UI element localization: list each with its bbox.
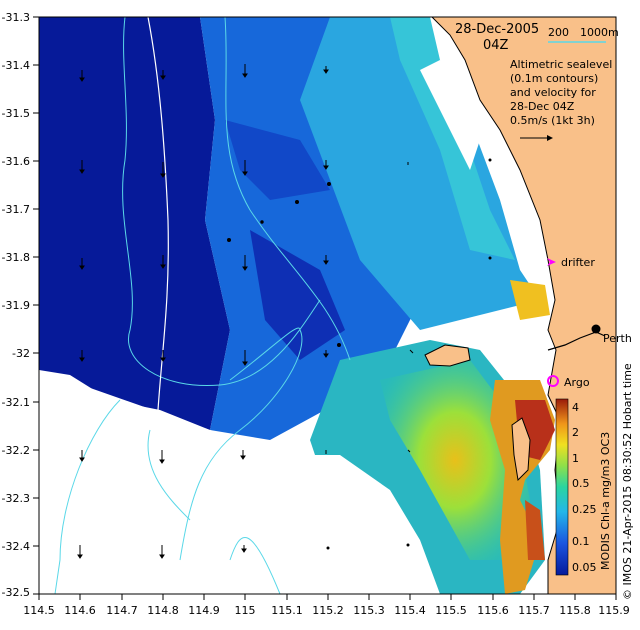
argo-label: Argo	[564, 376, 590, 389]
time-label: 04Z	[483, 38, 509, 53]
legend-arrow-head	[547, 135, 553, 141]
argo-marker[interactable]	[547, 375, 559, 387]
colorbar: 4 2 1 0.5 0.25 0.1 0.05	[555, 398, 597, 576]
contour-scale-label-200: 200	[548, 26, 569, 39]
contour-scale-label-1000: 1000m	[580, 26, 619, 39]
colorbar-tick-4: 4	[572, 401, 579, 414]
y-tick-label: -32.4	[2, 540, 30, 553]
x-tick-label: 115.4	[394, 604, 426, 617]
legend-line-3: and velocity for	[510, 86, 596, 99]
y-tick-label: -32.5	[2, 586, 30, 599]
x-tick-label: 115.9	[598, 604, 630, 617]
y-tick-label: -31.6	[2, 155, 30, 168]
y-tick-label: -32.2	[2, 444, 30, 457]
x-axis	[38, 594, 617, 600]
deep-ocean-region	[39, 17, 230, 430]
perth-label: Perth	[603, 332, 632, 345]
x-tick-label: 114.8	[147, 604, 179, 617]
x-tick-label: 115.8	[559, 604, 591, 617]
y-tick-label: -31.5	[2, 107, 30, 120]
y-tick-labels: -31.3 -31.4 -31.5 -31.6 -31.7 -31.8 -31.…	[2, 11, 30, 599]
drifter-label: drifter	[561, 256, 595, 269]
y-tick-label: -32.1	[2, 396, 30, 409]
x-tick-label: 115.3	[353, 604, 385, 617]
x-tick-label: 115.6	[477, 604, 509, 617]
colorbar-tick-0.5: 0.5	[572, 477, 590, 490]
no-data-region	[39, 370, 440, 594]
y-tick-label: -31.9	[2, 299, 30, 312]
legend-line-5: 0.5m/s (1kt 3h)	[510, 114, 595, 127]
y-tick-label: -32	[12, 347, 30, 360]
swan-river	[547, 331, 606, 351]
y-axis	[33, 16, 39, 595]
velocity-legend: Altimetric sealevel (0.1m contours) and …	[510, 58, 612, 141]
perth-marker[interactable]	[591, 324, 601, 334]
colorbar-tick-0.1: 0.1	[572, 535, 590, 548]
colorbar-tick-2: 2	[572, 426, 579, 439]
x-tick-label: 115	[235, 604, 256, 617]
credit-text: © IMOS 21-Apr-2015 08:30:52 Hobart time	[621, 363, 634, 600]
map-plot-area	[39, 17, 616, 594]
x-tick-label: 114.5	[23, 604, 55, 617]
x-tick-labels: 114.5 114.6 114.7 114.8 114.9 115 115.1 …	[23, 604, 630, 617]
x-tick-label: 114.7	[106, 604, 138, 617]
colorbar-gradient	[555, 398, 569, 576]
date-label: 28-Dec-2005	[455, 22, 539, 37]
y-tick-label: -32.3	[2, 492, 30, 505]
x-tick-label: 115.2	[312, 604, 344, 617]
colorbar-tick-0.25: 0.25	[572, 503, 597, 516]
y-tick-label: -31.4	[2, 59, 30, 72]
drifter-marker[interactable]	[547, 258, 556, 266]
x-tick-label: 114.6	[64, 604, 96, 617]
x-tick-label: 115.7	[518, 604, 550, 617]
land-mass	[432, 17, 616, 594]
legend-line-2: (0.1m contours)	[510, 72, 598, 85]
colorbar-tick-0.05: 0.05	[572, 561, 597, 574]
y-tick-label: -31.7	[2, 203, 30, 216]
y-tick-label: -31.3	[2, 11, 30, 24]
legend-line-1: Altimetric sealevel	[510, 58, 612, 71]
x-tick-label: 115.1	[271, 604, 303, 617]
isobath-contour	[122, 17, 321, 387]
legend-line-4: 28-Dec 04Z	[510, 100, 575, 113]
y-tick-label: -31.8	[2, 251, 30, 264]
velocity-arrows	[77, 64, 492, 559]
island	[424, 344, 471, 367]
x-tick-label: 114.9	[188, 604, 220, 617]
x-tick-label: 115.5	[435, 604, 467, 617]
colorbar-tick-1: 1	[572, 452, 579, 465]
colorbar-title: MODIS Chl-a mg/m3 OC3	[599, 432, 612, 570]
